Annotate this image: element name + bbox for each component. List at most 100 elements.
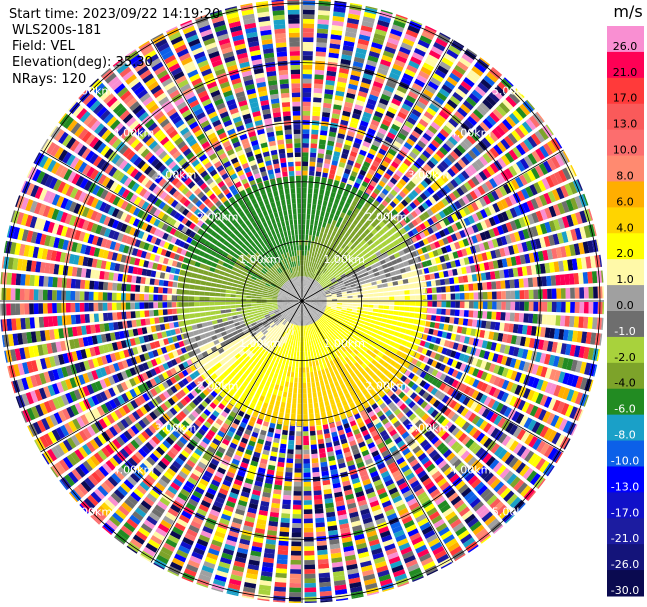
noise-gate <box>354 137 363 145</box>
noise-gate <box>181 420 190 429</box>
noise-gate <box>163 280 169 287</box>
velocity-gate <box>315 214 320 221</box>
noise-gate <box>135 319 142 327</box>
noise-gate <box>365 582 378 590</box>
noise-gate <box>339 157 347 164</box>
noise-gate <box>169 561 183 571</box>
noise-gate <box>373 188 381 195</box>
noise-gate <box>163 241 170 249</box>
noise-gate <box>239 104 249 112</box>
noise-gate <box>303 518 313 524</box>
noise-gate <box>201 141 211 149</box>
noise-gate <box>393 185 401 194</box>
noise-gate <box>357 499 368 507</box>
noise-gate <box>338 128 347 135</box>
noise-gate <box>317 438 325 445</box>
noise-gate <box>569 315 575 328</box>
noise-gate <box>461 344 468 353</box>
noise-gate <box>102 292 108 301</box>
velocity-gate <box>323 216 329 223</box>
noise-gate <box>220 399 228 407</box>
noise-gate <box>380 496 390 504</box>
noise-gate <box>432 294 437 300</box>
noise-gate <box>221 156 230 164</box>
noise-gate <box>47 289 53 301</box>
velocity-gate <box>307 203 312 210</box>
noise-gate <box>292 518 302 524</box>
noise-gate <box>429 488 441 498</box>
velocity-gate <box>333 214 339 221</box>
noise-gate <box>310 444 318 450</box>
noise-gate <box>90 324 96 334</box>
noise-gate <box>379 164 387 172</box>
noise-gate <box>117 361 125 371</box>
noise-gate <box>144 427 154 437</box>
noise-gate <box>512 267 519 277</box>
noise-gate <box>149 57 162 68</box>
noise-gate <box>461 326 468 335</box>
noise-gate <box>462 354 470 363</box>
noise-gate <box>24 288 30 301</box>
noise-gate <box>579 210 588 224</box>
noise-gate <box>250 164 258 171</box>
noise-gate <box>435 222 443 231</box>
noise-gate <box>375 184 384 192</box>
velocity-gate <box>307 282 310 288</box>
noise-gate <box>83 114 95 126</box>
noise-gate <box>38 155 49 168</box>
noise-gate <box>420 179 429 189</box>
noise-gate <box>465 247 472 256</box>
noise-gate <box>153 228 161 237</box>
noise-gate <box>440 316 446 323</box>
velocity-gate <box>331 219 337 226</box>
noise-gate <box>200 194 208 202</box>
noise-gate <box>168 322 175 329</box>
noise-gate <box>196 219 204 227</box>
noise-gate <box>171 260 178 267</box>
noise-gate <box>96 259 103 269</box>
noise-gate <box>398 391 406 399</box>
noise-gate <box>151 508 163 518</box>
noise-gate <box>119 109 131 121</box>
velocity-gate <box>302 286 305 292</box>
noise-gate <box>430 387 439 396</box>
noise-gate <box>549 383 557 395</box>
noise-gate <box>496 301 502 310</box>
noise-gate <box>181 208 190 216</box>
noise-gate <box>111 512 124 524</box>
noise-gate <box>85 150 95 162</box>
noise-gate <box>523 138 534 151</box>
noise-gate <box>41 418 51 431</box>
noise-gate <box>230 136 240 144</box>
noise-gate <box>238 56 249 64</box>
noise-gate <box>89 347 96 357</box>
noise-gate <box>534 165 545 178</box>
noise-gate <box>110 119 121 131</box>
noise-gate <box>442 448 453 459</box>
noise-gate <box>479 263 486 272</box>
noise-gate <box>56 381 65 394</box>
noise-gate <box>403 141 413 150</box>
velocity-gate <box>303 286 306 293</box>
noise-gate <box>191 551 204 560</box>
noise-gate <box>303 0 316 1</box>
noise-gate <box>165 225 173 233</box>
noise-gate <box>253 427 260 434</box>
noise-gate <box>260 429 267 436</box>
noise-gate <box>77 255 85 266</box>
noise-gate <box>194 465 205 474</box>
noise-gate <box>362 111 372 119</box>
noise-gate <box>125 302 131 310</box>
noise-gate <box>573 272 580 285</box>
noise-gate <box>272 5 285 12</box>
noise-gate <box>323 102 332 109</box>
noise-gate <box>162 294 168 301</box>
noise-gate <box>453 176 463 186</box>
noise-gate <box>172 443 182 452</box>
noise-gate <box>316 37 328 44</box>
noise-gate <box>60 340 67 352</box>
noise-gate <box>176 518 188 528</box>
noise-gate <box>439 61 452 71</box>
noise-gate <box>326 516 337 522</box>
noise-gate <box>344 31 357 39</box>
